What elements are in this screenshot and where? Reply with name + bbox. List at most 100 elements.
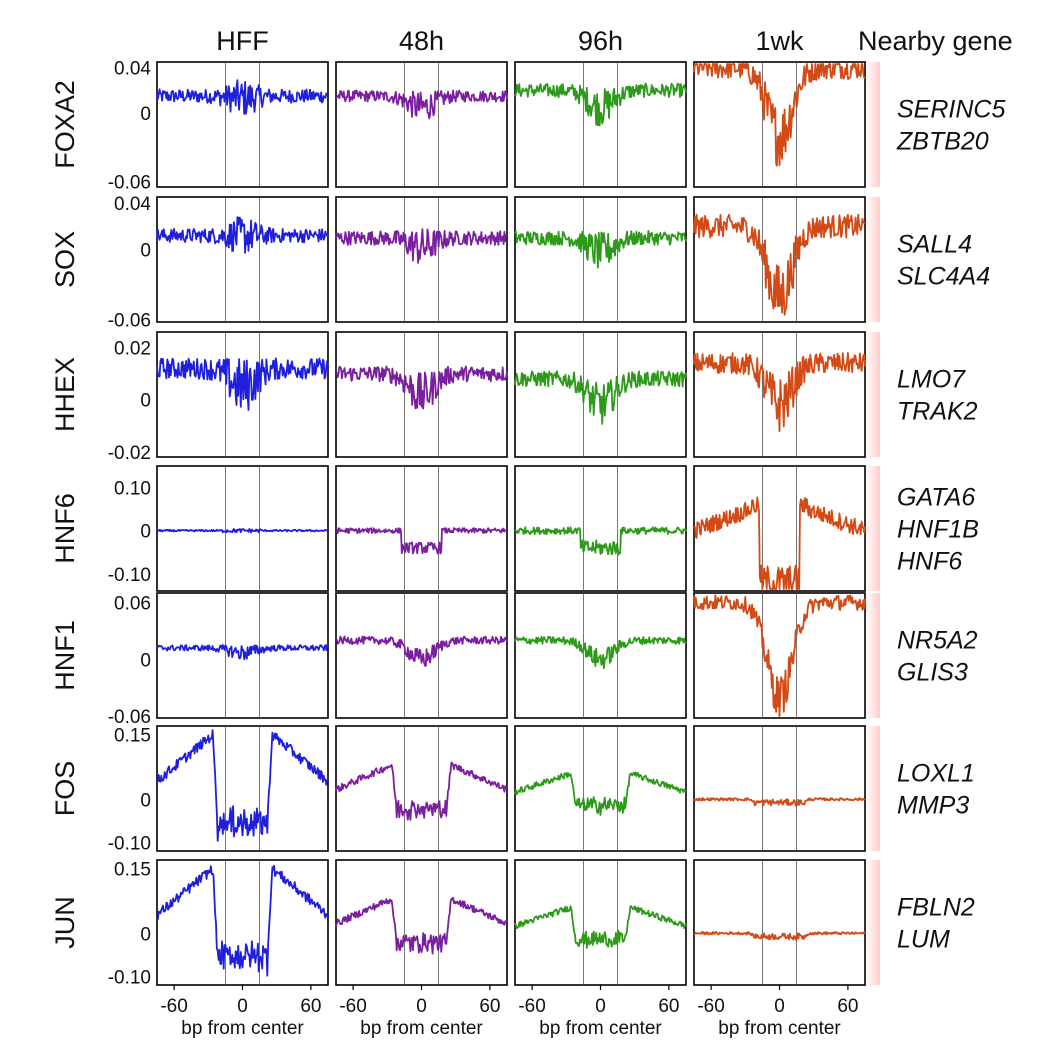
xtick-label: 60 (479, 996, 500, 1017)
row-hnf1: HNF1 0.06 0 -0.06 NR5A2 GLIS3 (50, 592, 978, 728)
panel-hnf1-48h (335, 592, 508, 719)
ytick-label-hhex: -0.02 (108, 443, 151, 464)
gene-shade-layer (866, 62, 880, 985)
row-label-fos: FOS (50, 761, 80, 817)
ytick-label-hhex: 0.02 (114, 339, 151, 360)
panel-frame (335, 61, 508, 188)
column-title-1wk: 1wk (755, 26, 804, 56)
series-line-hnf6-48h (335, 527, 507, 555)
ytick-label-hnf1: 0 (140, 650, 151, 671)
ytick-label-jun: 0 (140, 924, 151, 945)
panel-frame (693, 859, 866, 986)
gene-shade-hnf1 (866, 593, 880, 718)
gene-name-sall4: SALL4 (897, 231, 972, 259)
ytick-label-fos: -0.10 (108, 833, 151, 854)
panel-hnf6-1wk (693, 465, 866, 592)
ytick-label-sox: 0.04 (114, 194, 151, 215)
row-fos: FOS 0.15 0 -0.10 LOXL1 MMP3 (50, 725, 975, 854)
xtick-label: 60 (300, 996, 321, 1017)
panel-frame (335, 465, 508, 592)
panel-fos-1wk (693, 725, 866, 852)
series-line-foxa2-48h (335, 89, 508, 120)
row-hnf6: HNF6 0.10 0 -0.10 GATA6 HNF1B HNF6 (50, 465, 979, 592)
gene-name-hnf1b: HNF1B (897, 516, 979, 544)
panel-foxa2-hff (156, 61, 329, 188)
row-label-hnf6: HNF6 (50, 493, 80, 564)
panel-hhex-1wk (693, 331, 866, 458)
panel-frame (693, 61, 866, 188)
panel-hnf6-96h (514, 465, 687, 592)
gene-name-trak2: TRAK2 (897, 398, 978, 426)
gene-shade-jun (866, 860, 880, 985)
row-label-hnf1: HNF1 (50, 620, 80, 691)
gene-name-nr5a2: NR5A2 (897, 627, 978, 655)
series-line-hhex-48h (335, 365, 508, 410)
series-line-hnf6-1wk (693, 496, 866, 590)
column-title-hff: HFF (216, 26, 268, 56)
series-line-hnf1-hff (156, 644, 329, 661)
gene-name-loxl1: LOXL1 (897, 760, 975, 788)
row-foxa2: FOXA2 0.04 0 -0.06 SERINC5 ZBTB20 (50, 59, 1005, 194)
series-line-sox-1wk (693, 213, 866, 316)
ytick-label-hnf6: -0.10 (108, 565, 151, 586)
panel-hhex-48h (335, 331, 508, 458)
gene-name-mmp3: MMP3 (897, 792, 969, 820)
xtick-label: 0 (416, 996, 427, 1017)
panel-rows: FOXA2 0.04 0 -0.06 SERINC5 ZBTB20 SOX 0.04 0 -0.0… (50, 59, 1005, 1039)
xtick-label: 0 (595, 996, 606, 1017)
ytick-label-hnf6: 0.10 (114, 479, 151, 500)
series-line-hnf6-96h (514, 526, 687, 556)
row-label-hhex: HHEX (50, 357, 80, 432)
series-line-hnf6-hff (156, 528, 328, 534)
series-line-hhex-1wk (693, 352, 866, 433)
column-headers: HFF 48h 96h 1wk Nearby gene (216, 26, 1012, 56)
panel-frame (335, 196, 508, 323)
x-axis-label-hff: bp from center (181, 1018, 304, 1039)
xtick-label: -60 (160, 996, 187, 1017)
series-line-hhex-96h (514, 370, 687, 425)
series-line-fos-96h (514, 771, 687, 816)
xtick-label: -60 (697, 996, 724, 1017)
gene-shade-fos (866, 726, 880, 851)
row-hhex: HHEX 0.02 0 -0.02 LMO7 TRAK2 (50, 331, 978, 464)
panel-fos-96h (514, 725, 687, 852)
series-line-sox-hff (156, 216, 329, 254)
panel-hhex-hff (156, 331, 329, 458)
panel-hnf6-48h (335, 465, 508, 592)
row-jun: JUN 0.15 0 -0.10 FBLN2 LUM (50, 859, 975, 988)
ytick-label-sox: 0 (140, 241, 151, 262)
gene-name-lmo7: LMO7 (897, 366, 966, 394)
gene-name-lum: LUM (897, 926, 950, 954)
xtick-label: 0 (237, 996, 248, 1017)
gene-name-serinc5: SERINC5 (897, 96, 1005, 124)
series-line-hnf1-96h (514, 635, 687, 669)
ytick-label-jun: -0.10 (108, 967, 151, 988)
panel-hnf6-hff (156, 465, 329, 592)
column-title-48h: 48h (399, 26, 444, 56)
x-axis-label-48h: bp from center (360, 1018, 483, 1039)
panel-frame (514, 725, 687, 852)
panel-jun-1wk (693, 859, 866, 986)
gene-name-slc4a4: SLC4A4 (897, 263, 990, 291)
series-line-foxa2-1wk (693, 63, 866, 167)
panel-jun-48h (335, 859, 508, 986)
panel-hnf1-1wk (693, 592, 866, 719)
panel-frame (693, 725, 866, 852)
gene-name-hnf6: HNF6 (897, 548, 962, 576)
panel-frame (514, 61, 687, 188)
gene-shade-hhex (866, 332, 880, 457)
panel-hnf1-hff (156, 592, 329, 719)
gene-shade-sox (866, 197, 880, 322)
panel-foxa2-96h (514, 61, 687, 188)
ytick-label-hnf6: 0 (140, 522, 151, 543)
series-line-sox-48h (335, 228, 508, 264)
xtick-label: 60 (658, 996, 679, 1017)
panel-sox-96h (514, 196, 687, 323)
series-line-jun-48h (335, 896, 508, 955)
series-line-jun-hff (156, 864, 329, 977)
column-title-96h: 96h (578, 26, 623, 56)
gene-name-fbln2: FBLN2 (897, 894, 975, 922)
ytick-label-foxa2: -0.06 (108, 172, 151, 193)
